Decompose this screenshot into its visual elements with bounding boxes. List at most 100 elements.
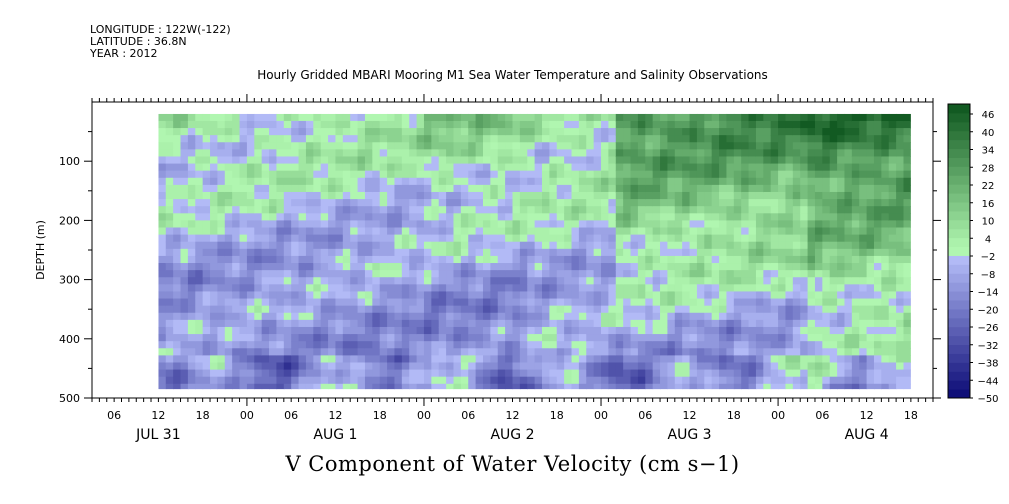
heatmap-cell xyxy=(888,120,897,129)
heatmap-cell xyxy=(372,305,381,314)
heatmap-cell xyxy=(866,255,875,264)
heatmap-cell xyxy=(645,128,654,136)
heatmap-cell xyxy=(660,383,669,390)
heatmap-cell xyxy=(778,191,787,200)
heatmap-cell xyxy=(593,120,602,129)
heatmap-cell xyxy=(482,348,491,356)
heatmap-cell xyxy=(866,163,875,172)
heatmap-cell xyxy=(202,319,211,328)
heatmap-cell xyxy=(667,170,676,179)
heatmap-cell xyxy=(822,284,831,293)
heatmap-cell xyxy=(269,348,278,356)
heatmap-cell xyxy=(763,319,772,328)
heatmap-cell xyxy=(475,383,484,390)
heatmap-cell xyxy=(291,298,300,307)
heatmap-cell xyxy=(438,163,447,172)
heatmap-cell xyxy=(578,184,587,193)
heatmap-cell xyxy=(394,128,403,136)
heatmap-cell xyxy=(224,191,233,200)
heatmap-cell xyxy=(232,120,241,129)
heatmap-cell xyxy=(313,170,322,179)
heatmap-cell xyxy=(674,206,683,214)
heatmap-cell xyxy=(601,298,610,307)
heatmap-cell xyxy=(645,319,654,328)
heatmap-cell xyxy=(394,163,403,172)
heatmap-cell xyxy=(770,213,779,221)
heatmap-cell xyxy=(542,312,550,321)
heatmap-cell xyxy=(645,284,654,293)
heatmap-cell xyxy=(350,135,359,143)
heatmap-cell xyxy=(497,334,506,342)
heatmap-cell xyxy=(335,263,344,271)
heatmap-cell xyxy=(372,241,381,250)
heatmap-cell xyxy=(372,355,381,364)
heatmap-cell xyxy=(748,255,757,264)
heatmap-cell xyxy=(269,213,278,221)
heatmap-cell xyxy=(254,255,263,264)
heatmap-cell xyxy=(719,312,728,321)
heatmap-cell xyxy=(571,277,580,285)
heatmap-cell xyxy=(246,284,255,293)
heatmap-cell xyxy=(792,263,801,271)
heatmap-cell xyxy=(431,383,440,390)
heatmap-cell xyxy=(785,348,794,356)
heatmap-cell xyxy=(453,170,462,179)
heatmap-cell xyxy=(298,135,307,143)
heatmap-cell xyxy=(232,255,241,264)
heatmap-cell xyxy=(195,184,204,193)
heatmap-cell xyxy=(696,341,705,349)
heatmap-cell xyxy=(342,326,351,335)
heatmap-cell xyxy=(719,284,728,293)
heatmap-cell xyxy=(328,120,337,129)
heatmap-cell xyxy=(298,348,307,356)
heatmap-cell xyxy=(364,284,373,293)
heatmap-cell xyxy=(453,241,462,250)
heatmap-cell xyxy=(667,128,676,136)
heatmap-cell xyxy=(770,241,779,250)
heatmap-cell xyxy=(792,120,801,129)
heatmap-cell xyxy=(719,206,728,214)
heatmap-cell xyxy=(578,376,587,385)
heatmap-cell xyxy=(328,170,337,179)
heatmap-cell xyxy=(630,149,639,158)
heatmap-cell xyxy=(564,163,573,172)
heatmap-cell xyxy=(615,312,624,321)
heatmap-cell xyxy=(379,326,388,335)
heatmap-cell xyxy=(866,128,875,136)
heatmap-cell xyxy=(630,184,639,193)
heatmap-cell xyxy=(763,220,772,229)
heatmap-cell xyxy=(364,362,373,371)
heatmap-cell xyxy=(342,241,351,250)
heatmap-cell xyxy=(682,120,691,129)
heatmap-cell xyxy=(645,270,654,278)
heatmap-cell xyxy=(807,376,816,385)
heatmap-cell xyxy=(682,206,691,214)
heatmap-cell xyxy=(542,263,550,271)
heatmap-cell xyxy=(482,284,491,293)
heatmap-cell xyxy=(379,135,388,143)
heatmap-cell xyxy=(357,270,366,278)
heatmap-cell xyxy=(254,312,263,321)
heatmap-cell xyxy=(601,177,610,186)
heatmap-cell xyxy=(158,291,167,300)
heatmap-cell xyxy=(807,177,816,186)
heatmap-cell xyxy=(586,298,595,307)
heatmap-cell xyxy=(733,383,742,390)
heatmap-cell xyxy=(881,163,890,172)
heatmap-cell xyxy=(770,184,779,193)
heatmap-cell xyxy=(652,177,661,186)
heatmap-cell xyxy=(726,291,735,300)
heatmap-cell xyxy=(254,113,263,122)
heatmap-cell xyxy=(305,128,314,136)
heatmap-cell xyxy=(682,291,691,300)
heatmap-cell xyxy=(180,128,189,136)
heatmap-cell xyxy=(232,128,241,136)
heatmap-cell xyxy=(187,248,196,257)
heatmap-cell xyxy=(232,199,241,207)
heatmap-cell xyxy=(401,298,410,307)
heatmap-cell xyxy=(866,156,875,165)
heatmap-cell xyxy=(394,376,403,385)
heatmap-cell xyxy=(276,156,285,165)
heatmap-cell xyxy=(401,277,410,285)
heatmap-cell xyxy=(291,113,300,122)
